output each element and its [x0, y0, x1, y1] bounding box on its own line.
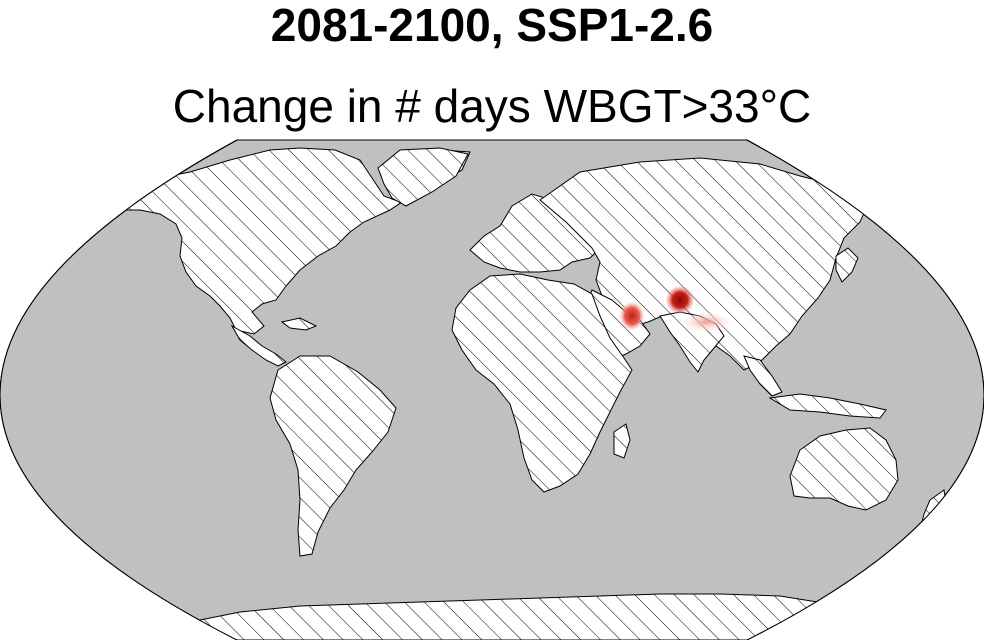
- land-japan: [835, 247, 859, 283]
- land-central-america: [230, 324, 287, 367]
- hotspot-ganges: [684, 313, 728, 331]
- land-madagascar: [613, 423, 631, 459]
- land-south-america: [269, 355, 397, 557]
- hotspot-layer: [620, 286, 728, 331]
- land-greenland: [377, 147, 469, 207]
- land-indonesia: [768, 393, 887, 419]
- land-southeast-asia: [743, 355, 783, 397]
- land-group: [117, 147, 947, 640]
- globe-outline: [0, 139, 984, 640]
- land-caribbean: [280, 317, 318, 331]
- land-australia: [789, 427, 899, 511]
- figure-title: 2081-2100, SSP1-2.6: [270, 0, 714, 51]
- hotspot-persian-gulf: [620, 302, 644, 330]
- land-north-america: [117, 147, 471, 335]
- hotspot-indus: [666, 286, 694, 314]
- land-africa: [451, 273, 633, 493]
- figure-subtitle: Change in # days WBGT>33°C: [172, 80, 812, 132]
